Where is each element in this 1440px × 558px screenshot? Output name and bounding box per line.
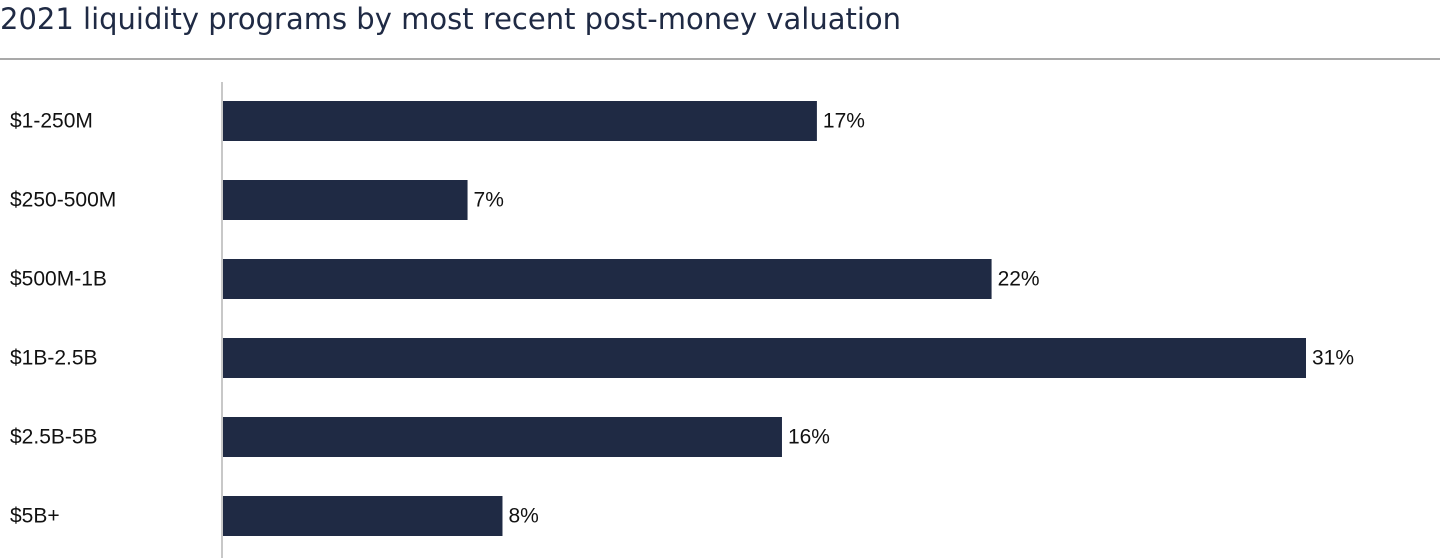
title-divider xyxy=(0,58,1440,60)
bar xyxy=(223,338,1306,378)
category-label: $1B-2.5B xyxy=(10,347,98,370)
value-label: 17% xyxy=(823,110,865,133)
bar xyxy=(223,101,817,141)
bar xyxy=(223,180,468,220)
value-label: 31% xyxy=(1312,347,1354,370)
value-label: 22% xyxy=(998,268,1040,291)
value-label: 16% xyxy=(788,426,830,449)
category-label: $1-250M xyxy=(10,110,93,133)
category-label: $250-500M xyxy=(10,189,116,212)
category-label: $500M-1B xyxy=(10,268,107,291)
bar xyxy=(223,496,503,536)
value-label: 7% xyxy=(474,189,504,212)
value-label: 8% xyxy=(508,505,538,528)
chart-title: 2021 liquidity programs by most recent p… xyxy=(0,2,902,36)
category-label: $5B+ xyxy=(10,505,60,528)
category-label: $2.5B-5B xyxy=(10,426,98,449)
bar xyxy=(223,417,782,457)
bar xyxy=(223,259,992,299)
